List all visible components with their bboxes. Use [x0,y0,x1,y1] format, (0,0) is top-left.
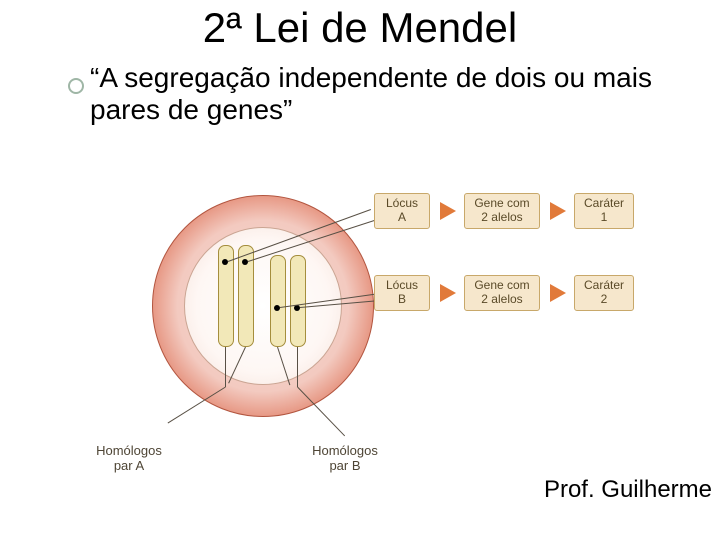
quote-text: “A segregação independente de dois ou ma… [90,62,690,126]
chromosome-b2 [290,255,306,347]
box-locus-b: Lócus B [374,275,430,311]
line-b2-down [297,347,298,387]
slide-root: 2ª Lei de Mendel “A segregação independe… [0,0,720,540]
line-a1-down [225,347,226,387]
locus-a2-dot [242,259,248,265]
author-label: Prof. Guilherme [544,476,712,504]
arrow-b1 [440,284,456,302]
arrow-b2 [550,284,566,302]
box-carater-1: Caráter 1 [574,193,634,229]
box-carater-2: Caráter 2 [574,275,634,311]
label-homologos-b: Homólogos par B [300,443,390,473]
label-homologos-a: Homólogos par A [84,443,174,473]
bullet-icon [68,78,84,94]
arrow-a1 [440,202,456,220]
arrow-a2 [550,202,566,220]
page-title: 2ª Lei de Mendel [0,4,720,52]
chromosome-b1 [270,255,286,347]
diagram-area: Lócus A Gene com 2 alelos Caráter 1 Lócu… [70,175,660,495]
locus-a1-dot [222,259,228,265]
box-gene-a: Gene com 2 alelos [464,193,540,229]
box-locus-a: Lócus A [374,193,430,229]
box-gene-b: Gene com 2 alelos [464,275,540,311]
